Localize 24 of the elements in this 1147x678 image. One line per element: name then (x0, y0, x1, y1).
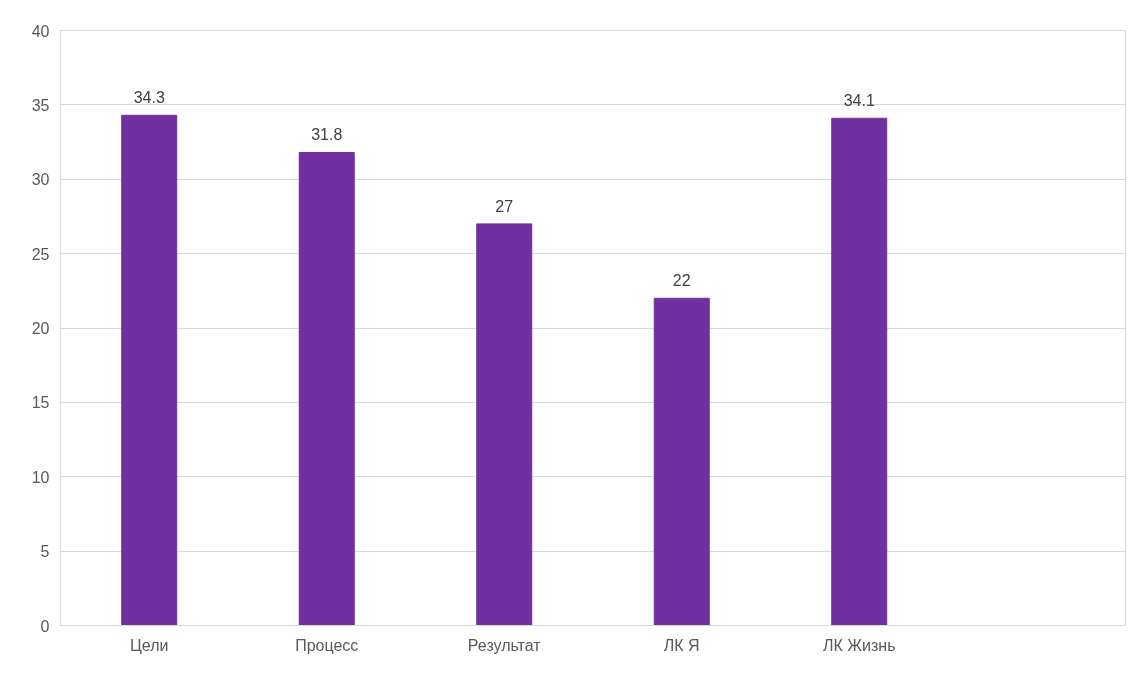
bar (121, 114, 178, 626)
data-label: 27 (495, 197, 514, 215)
y-tick-label: 30 (31, 171, 50, 189)
x-tick-label: ЛК Жизнь (823, 636, 896, 654)
x-tick-label: Результат (467, 636, 542, 654)
x-tick-label: Процесс (295, 636, 359, 654)
y-tick-label: 20 (31, 320, 50, 337)
data-label: 34.1 (843, 92, 875, 110)
y-tick-label: 35 (31, 96, 50, 114)
data-label: 31.8 (311, 126, 343, 144)
bar (298, 151, 355, 626)
y-tick-label: 25 (31, 245, 50, 263)
bar (831, 117, 888, 626)
bar (476, 223, 533, 626)
x-tick-label: ЛК Я (663, 636, 700, 654)
y-tick-label: 5 (40, 543, 50, 561)
y-tick-label: 0 (40, 617, 50, 635)
x-tick-label: Цели (130, 636, 169, 654)
y-tick-label: 10 (31, 468, 50, 486)
y-tick-label: 15 (31, 394, 50, 412)
bar (653, 297, 710, 626)
data-label: 34.3 (133, 89, 165, 107)
y-tick-label: 40 (31, 22, 50, 40)
data-label: 22 (672, 272, 691, 290)
